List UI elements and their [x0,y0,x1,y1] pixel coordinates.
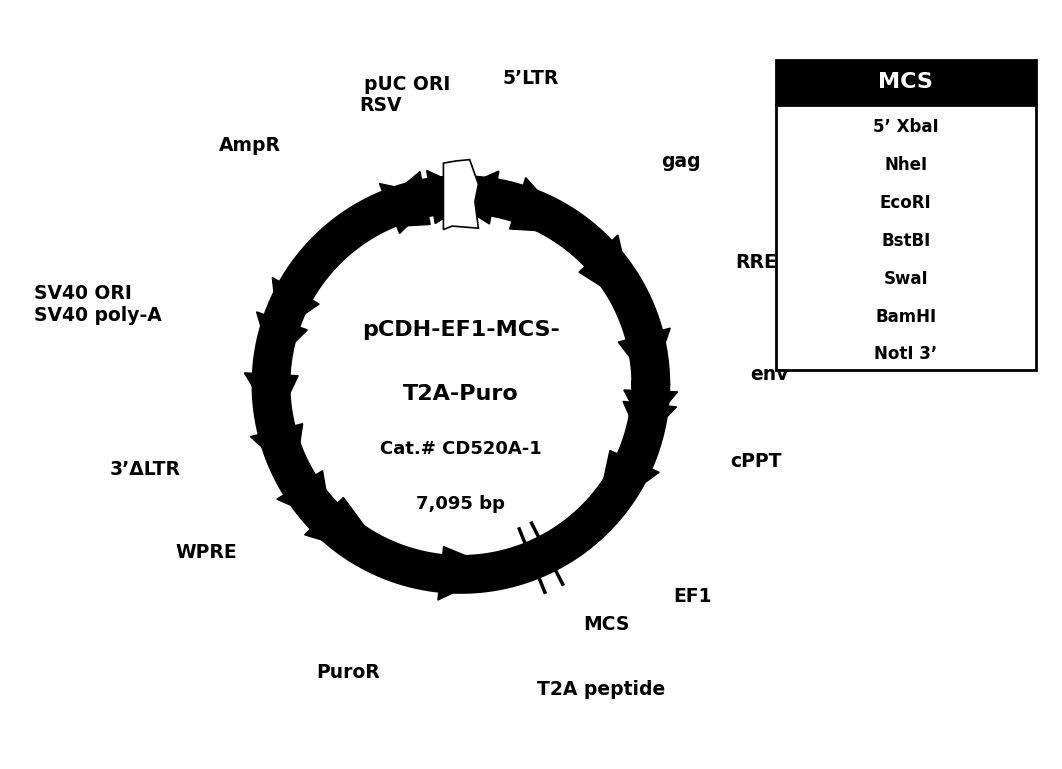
Polygon shape [618,328,670,384]
Bar [775,105,1035,370]
Polygon shape [427,171,481,224]
Polygon shape [438,547,500,600]
Text: env: env [751,365,789,384]
Polygon shape [244,373,298,424]
Text: pUC ORI: pUC ORI [364,75,450,95]
Text: T2A-Puro: T2A-Puro [402,384,518,404]
Polygon shape [444,171,499,224]
Text: RSV: RSV [359,96,401,115]
Polygon shape [579,235,634,308]
Text: RRE: RRE [735,253,776,272]
Text: MCS: MCS [583,615,630,634]
Text: pCDH-EF1-MCS-: pCDH-EF1-MCS- [362,320,560,340]
Polygon shape [272,278,319,332]
Polygon shape [510,178,576,233]
Text: SV40 ORI
SV40 poly-A: SV40 ORI SV40 poly-A [34,284,161,325]
Text: PuroR: PuroR [316,663,380,681]
Text: BstBI: BstBI [881,232,930,250]
Polygon shape [305,498,390,561]
Text: MCS: MCS [878,72,933,92]
Text: EF1: EF1 [673,587,712,606]
Text: NheI: NheI [885,156,927,174]
Text: AmpR: AmpR [219,135,280,155]
Text: Cat.# CD520A-1: Cat.# CD520A-1 [380,441,542,458]
Text: 3’ΔLTR: 3’ΔLTR [110,460,181,478]
Polygon shape [379,184,438,234]
Text: gag: gag [662,152,701,171]
Polygon shape [623,401,676,443]
Polygon shape [277,471,331,524]
Text: cPPT: cPPT [730,452,782,471]
Text: 5’LTR: 5’LTR [502,68,559,88]
Polygon shape [444,160,478,230]
Text: SwaI: SwaI [884,270,928,288]
Text: 5’ XbaI: 5’ XbaI [873,118,939,136]
Polygon shape [623,390,678,431]
Polygon shape [251,424,303,477]
Polygon shape [352,171,430,229]
Bar [775,60,1035,105]
Text: 7,095 bp: 7,095 bp [416,495,506,514]
Text: T2A peptide: T2A peptide [537,681,665,700]
Text: EcoRI: EcoRI [880,194,931,212]
Polygon shape [595,451,660,519]
Polygon shape [257,312,307,365]
Text: NotI 3’: NotI 3’ [874,345,938,364]
Text: BamHI: BamHI [875,308,937,325]
Text: WPRE: WPRE [176,544,238,562]
